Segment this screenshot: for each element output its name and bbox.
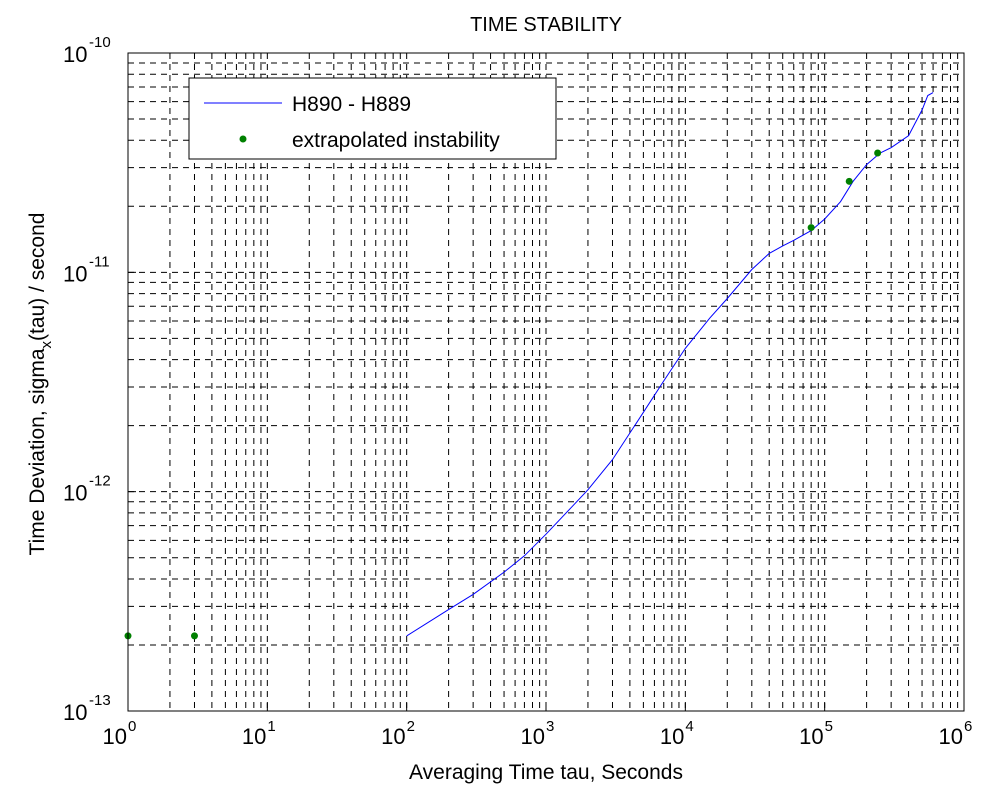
x-tick-label: 10 3 [521,703,554,749]
x-axis-ticks: 10 0 10 1 10 2 10 3 10 4 10 5 10 6 [103,703,972,749]
x-tick-base: 10 [939,724,963,749]
extrapolated-point [845,177,853,185]
extrapolated-point [807,224,815,232]
y-tick-base: 10 [63,42,87,67]
x-tick-exponent: 5 [825,718,833,735]
y-tick-exponent: -13 [89,692,111,709]
x-tick-label: 10 4 [660,703,694,749]
legend-box [188,77,557,160]
x-tick-exponent: 6 [964,718,972,735]
y-tick-label: 10 -12 [63,473,136,506]
legend: H890 - H889 extrapolated instability [188,77,557,160]
legend-label-points: extrapolated instability [292,129,500,152]
y-tick-label: 10 -13 [63,692,136,725]
x-axis-label: Averaging Time tau, Seconds [409,761,683,784]
y-axis-label: Time Deviation, sigmax(tau) / second [26,213,55,556]
y-tick-base: 10 [63,481,87,506]
legend-point-swatch [239,135,247,143]
x-tick-exponent: 0 [128,718,136,735]
x-tick-exponent: 3 [546,718,554,735]
x-tick-label: 10 0 [103,703,136,749]
y-tick-exponent: -12 [89,473,111,490]
x-tick-label: 10 1 [242,703,276,749]
x-tick-exponent: 2 [407,718,415,735]
x-tick-label: 10 2 [381,703,415,749]
x-tick-exponent: 1 [267,718,275,735]
y-tick-label: 10 -10 [63,34,136,67]
y-tick-base: 10 [63,261,87,286]
plot-area [128,53,964,711]
grid [128,53,964,711]
x-tick-base: 10 [799,724,823,749]
y-axis-label-group: Time Deviation, sigmax(tau) / second [26,213,55,556]
y-tick-exponent: -11 [89,253,110,270]
chart-title: TIME STABILITY [470,14,622,36]
y-tick-label: 10 -11 [63,253,136,286]
series-line-group [406,92,934,637]
x-tick-base: 10 [521,724,545,749]
series-line-h890-h889 [406,92,934,637]
x-tick-base: 10 [660,724,684,749]
x-tick-base: 10 [103,724,127,749]
y-axis-label-subscript: x [38,340,55,348]
x-tick-label: 10 5 [799,703,833,749]
y-tick-base: 10 [63,700,87,725]
extrapolated-point [190,632,198,640]
x-tick-exponent: 4 [685,718,693,735]
legend-label-line: H890 - H889 [292,93,411,116]
extrapolated-point [874,149,882,157]
y-axis-label-main: Time Deviation, sigma [26,348,49,555]
x-tick-label: 10 6 [939,703,972,749]
y-axis-label-suffix: (tau) / second [26,213,49,341]
y-tick-exponent: -10 [89,34,111,51]
x-tick-base: 10 [242,724,266,749]
x-tick-base: 10 [381,724,405,749]
